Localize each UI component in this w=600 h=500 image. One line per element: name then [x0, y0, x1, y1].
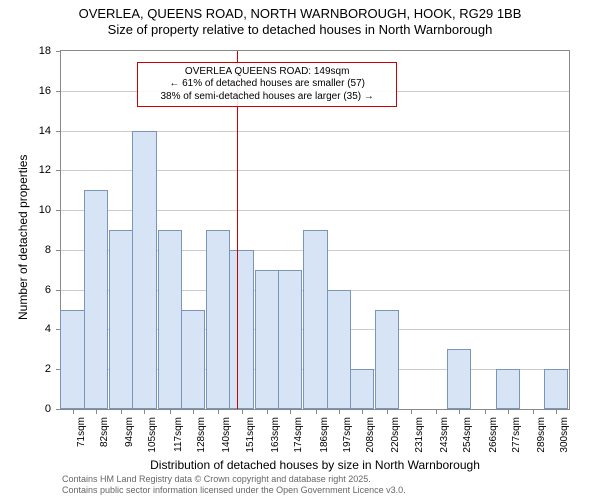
x-tick-label: 266sqm [488, 417, 499, 453]
histogram-bar [375, 310, 399, 409]
histogram-bar [158, 230, 182, 409]
histogram-bar [447, 349, 471, 409]
x-axis-label: Distribution of detached houses by size … [60, 458, 570, 472]
x-tick-label: 105sqm [147, 417, 158, 453]
annotation-line: 38% of semi-detached houses are larger (… [144, 91, 390, 104]
histogram-bar [255, 270, 279, 409]
y-tick-label: 10 [39, 204, 51, 216]
x-tick-label: 128sqm [196, 417, 207, 453]
y-axis-label: Number of detached properties [16, 155, 30, 320]
histogram-bar [132, 131, 156, 409]
x-tick-label: 243sqm [439, 417, 450, 453]
histogram-bar [109, 230, 133, 409]
y-tick-label: 2 [45, 363, 51, 375]
y-tick-label: 14 [39, 125, 51, 137]
histogram-bar [229, 250, 253, 409]
x-tick-label: 254sqm [462, 417, 473, 453]
x-tick-label: 300sqm [559, 417, 570, 453]
y-tick-label: 6 [45, 284, 51, 296]
x-tick-label: 151sqm [245, 417, 256, 453]
histogram-bar [181, 310, 205, 409]
x-tick-label: 163sqm [270, 417, 281, 453]
chart-titles: OVERLEA, QUEENS ROAD, NORTH WARNBOROUGH,… [0, 0, 600, 39]
histogram-bar [350, 369, 374, 409]
x-tick-label: 208sqm [365, 417, 376, 453]
x-tick-label: 117sqm [173, 417, 184, 452]
x-tick-label: 186sqm [319, 417, 330, 453]
x-tick-label: 289sqm [536, 417, 547, 453]
annotation-line: OVERLEA QUEENS ROAD: 149sqm [144, 66, 390, 79]
x-tick-label: 277sqm [511, 417, 522, 453]
plot-area: 02468101214161871sqm82sqm94sqm105sqm117s… [60, 50, 570, 410]
y-tick-label: 0 [45, 403, 51, 415]
x-tick-label: 140sqm [221, 417, 232, 453]
histogram-bar [544, 369, 568, 409]
footer-line-1: Contains HM Land Registry data © Crown c… [62, 474, 406, 485]
x-tick-label: 174sqm [293, 417, 304, 453]
x-tick-label: 94sqm [124, 417, 135, 447]
histogram-bar [60, 310, 84, 409]
y-tick-label: 12 [39, 164, 51, 176]
histogram-bar [278, 270, 302, 409]
footer-line-2: Contains public sector information licen… [62, 485, 406, 496]
x-tick-label: 220sqm [390, 417, 401, 453]
x-tick-label: 197sqm [342, 417, 353, 453]
histogram-chart: OVERLEA, QUEENS ROAD, NORTH WARNBOROUGH,… [0, 0, 600, 500]
histogram-bar [206, 230, 230, 409]
y-tick-label: 18 [39, 45, 51, 57]
chart-footer: Contains HM Land Registry data © Crown c… [62, 474, 406, 496]
x-tick-label: 82sqm [99, 417, 110, 447]
x-tick-label: 231sqm [414, 417, 425, 453]
histogram-bar [327, 290, 351, 409]
annotation-line: ← 61% of detached houses are smaller (57… [144, 78, 390, 91]
y-tick-label: 16 [39, 85, 51, 97]
y-tick-label: 8 [45, 244, 51, 256]
histogram-bar [84, 190, 108, 409]
x-tick-label: 71sqm [76, 417, 87, 447]
title-line-1: OVERLEA, QUEENS ROAD, NORTH WARNBOROUGH,… [0, 6, 600, 22]
title-line-2: Size of property relative to detached ho… [0, 22, 600, 38]
histogram-bar [496, 369, 520, 409]
histogram-bar [303, 230, 327, 409]
y-tick-label: 4 [45, 323, 51, 335]
annotation-box: OVERLEA QUEENS ROAD: 149sqm← 61% of deta… [137, 62, 397, 108]
